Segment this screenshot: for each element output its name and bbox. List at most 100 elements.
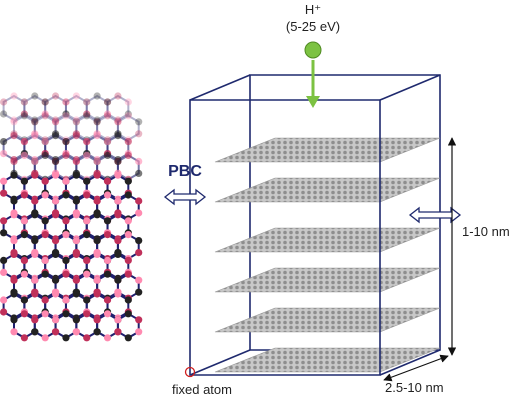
box-edge: [189, 349, 251, 376]
atom: [103, 270, 112, 278]
atom: [124, 334, 132, 342]
atom: [114, 328, 122, 336]
atom: [62, 191, 70, 199]
atom: [51, 250, 60, 258]
atom: [93, 290, 101, 298]
atom: [51, 276, 60, 284]
hexagon: [44, 94, 67, 122]
atom: [135, 237, 143, 245]
atom: [114, 92, 122, 100]
atom: [31, 290, 39, 298]
atom: [62, 110, 70, 118]
atom: [135, 157, 143, 165]
height-label: 1-10 nm: [462, 224, 510, 239]
atom: [31, 92, 39, 100]
atom: [41, 231, 49, 239]
hexagon: [116, 312, 140, 339]
atom: [0, 110, 8, 118]
atom: [72, 197, 80, 205]
atom: [124, 270, 132, 278]
atom: [83, 98, 91, 106]
atom: [10, 116, 18, 124]
atom: [72, 328, 80, 336]
atom: [51, 171, 60, 179]
atom: [93, 132, 101, 140]
atom: [83, 110, 91, 118]
atom: [41, 256, 49, 264]
atom: [20, 191, 28, 199]
atom: [83, 334, 91, 342]
atom: [41, 310, 49, 318]
atom: [72, 116, 80, 124]
atom: [20, 217, 28, 225]
atom: [31, 316, 39, 324]
atom: [41, 112, 49, 120]
atom: [124, 296, 132, 304]
atom: [20, 256, 28, 264]
atom: [83, 151, 91, 159]
atom: [0, 189, 8, 197]
atom: [31, 116, 39, 124]
atom: [51, 116, 60, 124]
atom: [62, 270, 70, 278]
atom: [103, 98, 112, 106]
atom: [20, 98, 28, 106]
atom: [51, 118, 60, 126]
atom: [10, 290, 18, 298]
atom: [103, 151, 112, 159]
atom: [51, 118, 60, 126]
atom: [93, 316, 101, 324]
atom: [62, 112, 70, 120]
graphene-layer: [214, 227, 441, 253]
atom: [0, 177, 8, 185]
atom: [124, 177, 132, 185]
atom: [93, 116, 101, 124]
atom: [83, 112, 91, 120]
atom: [20, 177, 28, 185]
atom: [135, 328, 143, 336]
atom: [83, 231, 91, 239]
atom: [72, 92, 80, 100]
atom: [20, 112, 28, 120]
atom: [20, 270, 28, 278]
atom: [135, 130, 143, 138]
atom: [103, 110, 112, 118]
atom: [124, 191, 132, 199]
atom: [31, 237, 39, 245]
atom: [135, 316, 143, 324]
atom: [0, 217, 8, 225]
atom: [93, 250, 101, 258]
atom: [114, 237, 122, 245]
hexagon: [75, 312, 99, 339]
atom: [93, 157, 101, 165]
proton-arrowhead: [306, 96, 320, 108]
atom: [62, 138, 70, 146]
atom: [51, 157, 60, 165]
atom: [62, 177, 70, 185]
atom: [10, 197, 18, 205]
atom: [72, 290, 80, 298]
atom: [114, 116, 122, 124]
atom: [83, 110, 91, 118]
width-label: 2.5-10 nm: [385, 380, 444, 395]
atom: [103, 112, 112, 120]
atom: [72, 118, 80, 126]
atom: [10, 328, 18, 336]
atom: [135, 209, 143, 217]
atom: [135, 288, 143, 296]
hexagon: [2, 94, 26, 122]
atom: [41, 334, 49, 342]
atom: [93, 92, 101, 100]
atom: [103, 231, 112, 239]
hexagon: [96, 312, 119, 339]
pbc-label: PBC: [168, 163, 202, 180]
atom: [103, 110, 112, 118]
atom: [31, 276, 39, 284]
atom: [103, 310, 112, 318]
atom: [72, 250, 80, 258]
atom: [62, 151, 70, 159]
atom: [114, 157, 122, 165]
atom: [124, 138, 132, 146]
atom: [124, 98, 132, 106]
atom: [93, 328, 101, 336]
